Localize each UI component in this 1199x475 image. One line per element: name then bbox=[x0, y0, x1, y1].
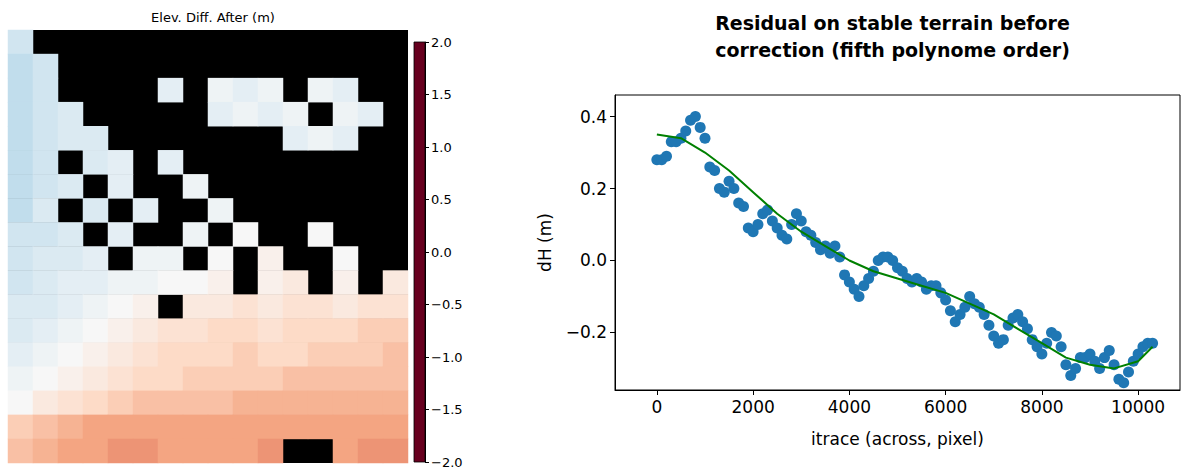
svg-text:−1.0: −1.0 bbox=[431, 350, 463, 365]
svg-text:−1.5: −1.5 bbox=[431, 402, 463, 417]
svg-text:4000: 4000 bbox=[828, 397, 871, 417]
svg-text:2.0: 2.0 bbox=[431, 35, 452, 50]
svg-text:0.2: 0.2 bbox=[580, 179, 607, 199]
svg-text:−0.5: −0.5 bbox=[431, 297, 463, 312]
svg-text:2000: 2000 bbox=[731, 397, 774, 417]
svg-text:0.0: 0.0 bbox=[431, 245, 452, 260]
svg-text:0.4: 0.4 bbox=[580, 107, 607, 127]
svg-text:−0.2: −0.2 bbox=[566, 322, 607, 342]
svg-text:1.5: 1.5 bbox=[431, 87, 452, 102]
svg-text:0: 0 bbox=[651, 397, 662, 417]
svg-text:0.5: 0.5 bbox=[431, 192, 452, 207]
svg-text:6000: 6000 bbox=[924, 397, 967, 417]
svg-text:0.0: 0.0 bbox=[580, 250, 607, 270]
svg-text:−2.0: −2.0 bbox=[431, 455, 463, 470]
svg-text:dH (m): dH (m) bbox=[535, 213, 555, 272]
svg-text:1.0: 1.0 bbox=[431, 140, 452, 155]
svg-text:8000: 8000 bbox=[1020, 397, 1063, 417]
svg-text:Elev. Diff. After (m): Elev. Diff. After (m) bbox=[151, 10, 275, 25]
svg-text:itrace (across, pixel): itrace (across, pixel) bbox=[811, 429, 984, 449]
svg-text:correction (fifth polynome ord: correction (fifth polynome order) bbox=[715, 39, 1070, 61]
svg-text:Residual on stable terrain bef: Residual on stable terrain before bbox=[715, 12, 1070, 34]
svg-text:10000: 10000 bbox=[1111, 397, 1165, 417]
